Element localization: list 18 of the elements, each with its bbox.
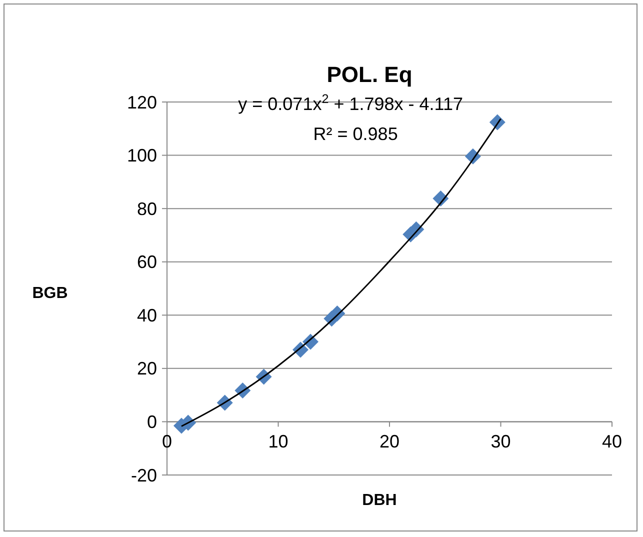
chart-title: POL. Eq [326, 62, 412, 87]
annotation: y = 0.071x$^{2}$ + 1.798x - 4.117 [238, 92, 463, 114]
y-tick-label: 60 [136, 252, 157, 272]
y-tick-label: 100 [126, 146, 157, 166]
x-tick-label: 20 [379, 432, 400, 452]
x-tick-label: 30 [490, 432, 511, 452]
x-tick-label: 10 [268, 432, 288, 452]
y-tick-label: 80 [136, 198, 157, 219]
y-tick-label: -20 [130, 465, 157, 486]
y-axis-title: BGB [32, 285, 68, 302]
y-tick-label: 40 [136, 305, 157, 326]
y-tick-label: 20 [136, 358, 157, 379]
y-tick-label: 0 [146, 412, 157, 432]
x-tick-label: 0 [162, 432, 172, 452]
x-tick-label: 40 [602, 432, 622, 452]
y-tick-label: 120 [126, 92, 157, 112]
x-axis-title: DBH [362, 492, 397, 509]
annotation: R² = 0.985 [313, 124, 398, 144]
